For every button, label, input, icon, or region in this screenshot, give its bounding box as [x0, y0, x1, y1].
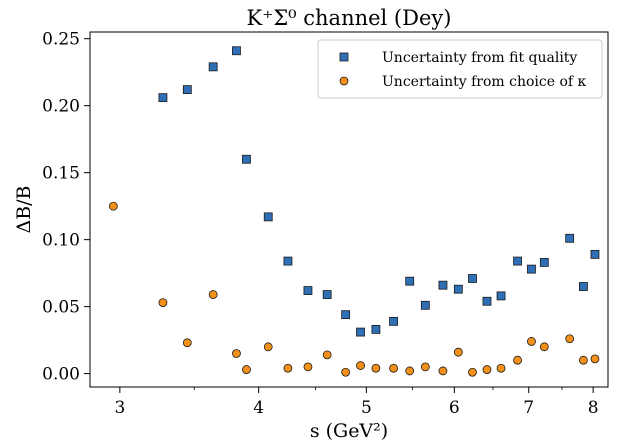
- x-tick-label: 3: [114, 398, 125, 418]
- legend-label-kappa-choice: Uncertainty from choice of κ: [382, 74, 587, 90]
- kappa-choice-point: [482, 365, 492, 374]
- x-tick-label: 5: [361, 398, 372, 418]
- y-axis-title: ΔB/B: [13, 185, 35, 233]
- fit-quality-point: [208, 62, 218, 72]
- fit-quality-point: [579, 282, 588, 291]
- fit-quality-point: [453, 284, 463, 294]
- fit-quality-point: [303, 286, 313, 295]
- kappa-choice-point: [371, 363, 381, 373]
- y-tick-label: 0.05: [42, 298, 80, 318]
- kappa-choice-point: [341, 367, 351, 377]
- fit-quality-point: [263, 212, 273, 222]
- fit-quality-point: [496, 291, 506, 301]
- fit-quality-point: [468, 274, 477, 283]
- fit-quality-point: [389, 316, 398, 326]
- x-tick-label: 8: [588, 398, 599, 418]
- fit-quality-point: [283, 256, 293, 266]
- kappa-choice-point: [242, 365, 251, 374]
- plot-area: 3 4 5 6 7 8 0.00 0.05 0.10 0.15 0.20 0.25: [42, 30, 609, 418]
- legend: Uncertainty from fit quality Uncertainty…: [317, 39, 603, 99]
- fit-quality-point: [405, 276, 415, 286]
- kappa-choice-point: [232, 349, 241, 358]
- kappa-choice-point: [405, 366, 415, 376]
- x-axis-title: s (GeV²): [310, 420, 388, 442]
- fit-quality-point: [182, 85, 192, 95]
- kappa-choice-point: [590, 354, 600, 364]
- y-tick-label: 0.00: [42, 365, 80, 385]
- legend-item-kappa-choice: Uncertainty from choice of κ: [339, 74, 587, 90]
- kappa-choice-point: [389, 363, 398, 373]
- x-tick-label: 6: [449, 398, 460, 418]
- kappa-choice-point: [438, 366, 448, 376]
- fit-quality-point: [513, 256, 522, 266]
- series-kappa-choice: [108, 201, 600, 377]
- kappa-choice-point: [158, 298, 168, 308]
- x-tick-label: 7: [523, 398, 534, 418]
- kappa-choice-point: [208, 290, 218, 299]
- kappa-choice-point: [263, 342, 273, 352]
- kappa-choice-point: [356, 361, 365, 370]
- legend-label-fit-quality: Uncertainty from fit quality: [382, 50, 577, 66]
- legend-marker-kappa-choice: [339, 76, 349, 86]
- kappa-choice-point: [527, 337, 536, 346]
- fit-quality-point: [482, 296, 492, 306]
- fit-quality-point: [420, 300, 430, 310]
- y-axis: 0.00 0.05 0.10 0.15 0.20 0.25: [42, 30, 90, 385]
- y-tick-label: 0.10: [42, 231, 80, 251]
- x-tick-label: 4: [253, 398, 264, 418]
- fit-quality-point: [565, 233, 575, 243]
- fit-quality-point: [539, 258, 549, 267]
- fit-quality-point: [356, 327, 365, 337]
- kappa-choice-point: [513, 355, 522, 365]
- fit-quality-point: [590, 249, 600, 259]
- y-tick-label: 0.15: [42, 164, 80, 184]
- plot-frame: [89, 31, 609, 388]
- legend-marker-fit-quality: [339, 52, 349, 62]
- series-fit-quality: [158, 46, 600, 337]
- fit-quality-point: [232, 46, 241, 56]
- fit-quality-point: [322, 290, 332, 299]
- fit-quality-point: [341, 310, 351, 320]
- kappa-choice-point: [182, 338, 192, 348]
- kappa-choice-point: [420, 362, 430, 372]
- fit-quality-point: [371, 324, 381, 334]
- fit-quality-point: [527, 264, 536, 274]
- fit-quality-point: [438, 280, 448, 290]
- kappa-choice-point: [579, 355, 588, 365]
- chart-title: K⁺Σ⁰ channel (Dey): [247, 6, 452, 30]
- legend-box: [317, 39, 603, 99]
- kappa-choice-point: [453, 347, 463, 357]
- legend-item-fit-quality: Uncertainty from fit quality: [339, 50, 577, 66]
- kappa-choice-point: [283, 363, 293, 373]
- x-axis: 3 4 5 6 7 8: [114, 387, 599, 418]
- kappa-choice-point: [108, 201, 118, 211]
- kappa-choice-point: [565, 334, 575, 344]
- kappa-choice-point: [303, 362, 313, 372]
- kappa-choice-point: [496, 363, 506, 373]
- kappa-choice-point: [539, 342, 549, 352]
- fit-quality-point: [242, 154, 251, 164]
- kappa-choice-point: [322, 350, 332, 360]
- fit-quality-point: [158, 93, 168, 103]
- y-tick-label: 0.20: [42, 97, 80, 117]
- kappa-choice-point: [468, 367, 477, 377]
- y-tick-label: 0.25: [42, 30, 80, 50]
